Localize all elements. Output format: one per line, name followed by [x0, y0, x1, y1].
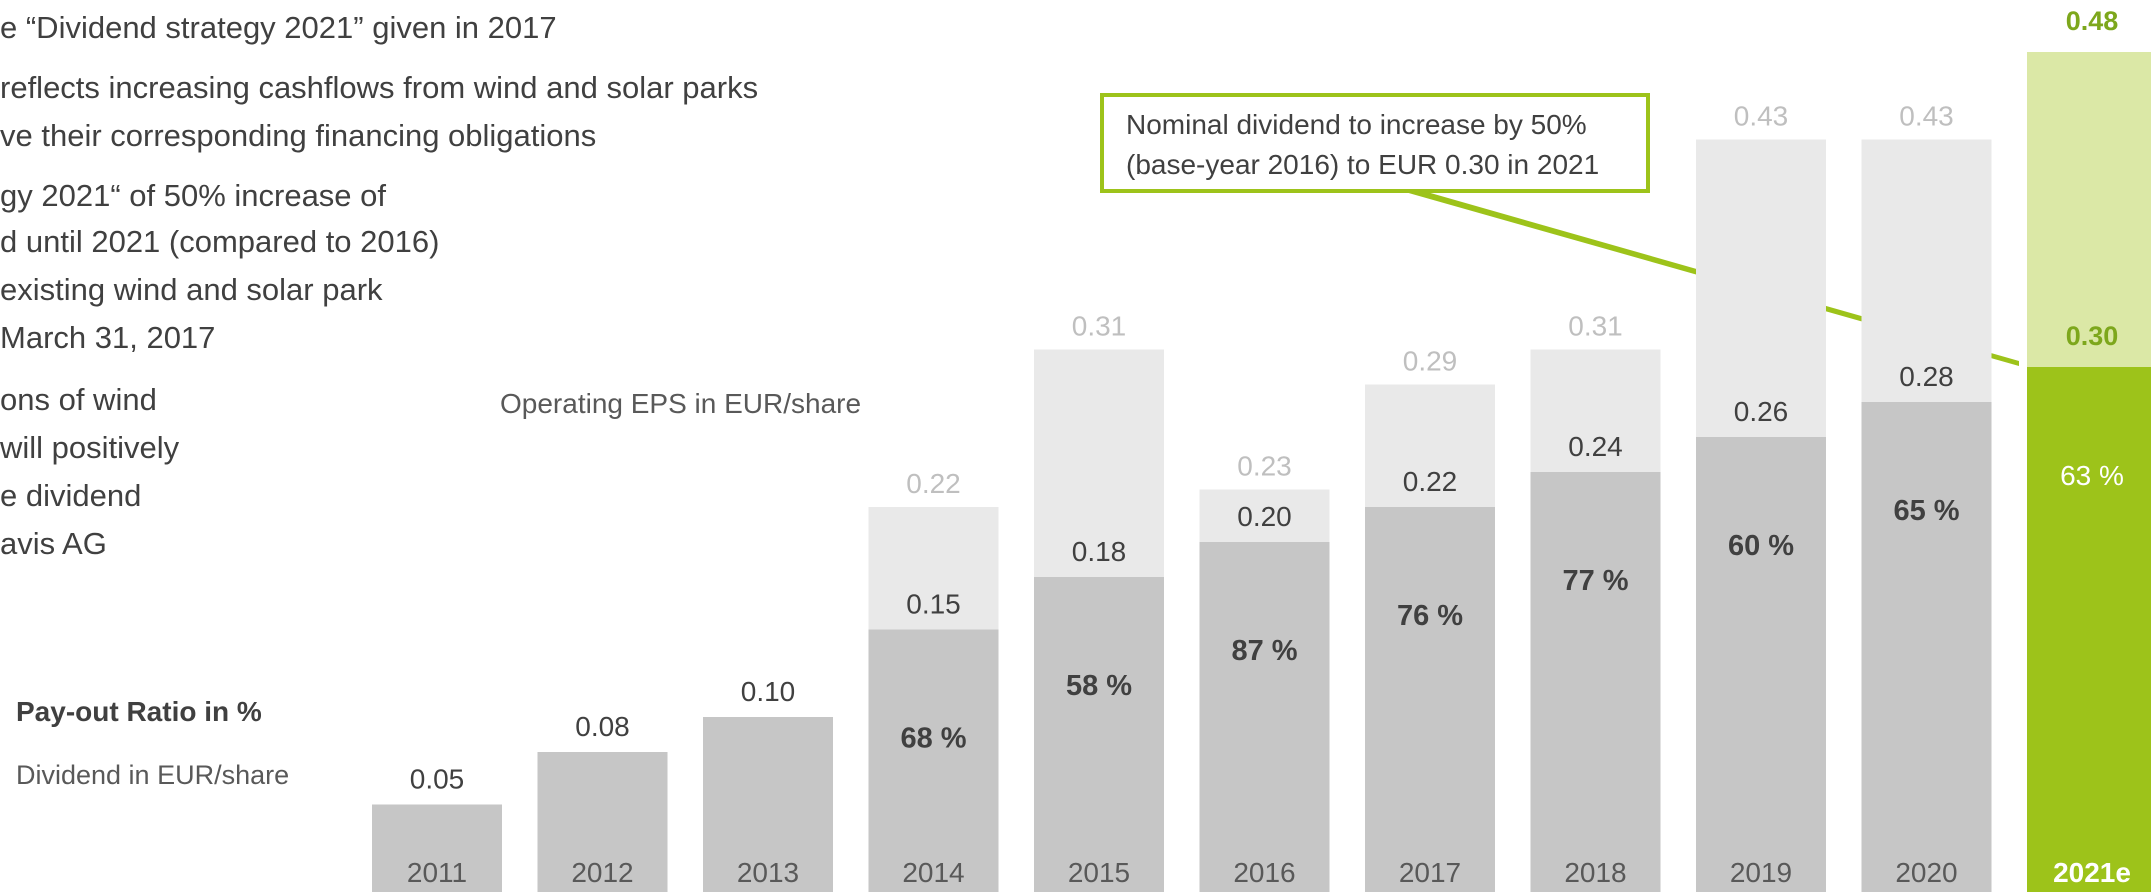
year-label-2015: 2015 — [1068, 857, 1130, 888]
dividend-label-2017: 0.22 — [1403, 466, 1458, 497]
eps-bar-2017 — [1365, 384, 1495, 507]
year-label-2020: 2020 — [1895, 857, 1957, 888]
dividend-label-2013: 0.10 — [741, 676, 796, 707]
dividend-label-2021e: 0.30 — [2066, 321, 2119, 351]
eps-label-2014: 0.22 — [906, 468, 961, 499]
bullet-line-6: existing wind and solar park — [0, 272, 383, 307]
dividend-bar-2018 — [1530, 472, 1661, 892]
dividend-target-callout: Nominal dividend to increase by 50% (bas… — [1100, 93, 1650, 193]
eps-bar-2016 — [1199, 489, 1330, 542]
dividend-label-2014: 0.15 — [906, 589, 961, 620]
bullet-line-5: d until 2021 (compared to 2016) — [0, 224, 440, 259]
eps-bar-2021e — [2027, 52, 2151, 367]
eps-label-2021e: 0.48 — [2066, 6, 2119, 36]
bullet-line-7: March 31, 2017 — [0, 320, 216, 355]
year-label-2012: 2012 — [571, 857, 633, 888]
year-label-2016: 2016 — [1233, 857, 1295, 888]
callout-line-1: Nominal dividend to increase by 50% — [1126, 109, 1587, 140]
eps-bar-2015 — [1034, 349, 1164, 577]
dividend-bar-2016 — [1199, 542, 1330, 892]
eps-label-2018: 0.31 — [1568, 311, 1623, 342]
payout-label-2021e: 63 % — [2060, 460, 2124, 491]
bullet-line-9: will positively — [0, 430, 180, 465]
dividend-label-2018: 0.24 — [1568, 431, 1623, 462]
eps-bar-2020 — [1861, 139, 1992, 402]
eps-label-2015: 0.31 — [1072, 311, 1127, 342]
payout-label-2015: 58 % — [1066, 670, 1132, 702]
dividend-label-2016: 0.20 — [1237, 501, 1292, 532]
eps-bar-2018 — [1530, 349, 1661, 472]
payout-ratio-legend: Pay-out Ratio in % — [16, 696, 262, 727]
bullet-line-2: reflects increasing cashflows from wind … — [0, 70, 759, 105]
bullet-line-4: gy 2021“ of 50% increase of — [0, 178, 387, 213]
bullet-line-10: e dividend — [0, 478, 142, 513]
dividend-legend: Dividend in EUR/share — [16, 760, 290, 790]
eps-label-2017: 0.29 — [1403, 346, 1458, 377]
year-label-2014: 2014 — [902, 857, 964, 888]
eps-label-2019: 0.43 — [1734, 101, 1789, 132]
dividend-label-2015: 0.18 — [1072, 536, 1127, 567]
bullet-line-3: ve their corresponding financing obligat… — [0, 118, 597, 153]
eps-label-2020: 0.43 — [1899, 101, 1954, 132]
year-label-2021e: 2021e — [2053, 857, 2131, 888]
eps-bar-2019 — [1696, 139, 1826, 437]
dividend-bar-2011 — [372, 804, 502, 892]
dividend-bar-2015 — [1034, 577, 1164, 892]
year-label-2019: 2019 — [1730, 857, 1792, 888]
year-label-2017: 2017 — [1399, 857, 1461, 888]
dividend-label-2011: 0.05 — [410, 764, 465, 795]
dividend-label-2012: 0.08 — [575, 711, 630, 742]
payout-label-2018: 77 % — [1562, 565, 1628, 597]
dividend-bar-2017 — [1365, 507, 1495, 892]
payout-label-2019: 60 % — [1728, 530, 1794, 562]
dividend-bar-2013 — [703, 717, 833, 892]
eps-bar-2014 — [868, 507, 999, 630]
year-label-2011: 2011 — [407, 857, 467, 888]
dividend-bar-2021e — [2027, 367, 2151, 892]
bullet-line-8: ons of wind — [0, 382, 157, 417]
year-label-2018: 2018 — [1564, 857, 1626, 888]
payout-label-2014: 68 % — [900, 723, 966, 755]
bullet-line-1: e “Dividend strategy 2021” given in 2017 — [0, 10, 557, 45]
dividend-label-2019: 0.26 — [1734, 396, 1789, 427]
eps-label-2016: 0.23 — [1237, 451, 1292, 482]
payout-label-2017: 76 % — [1397, 600, 1463, 632]
payout-label-2016: 87 % — [1231, 635, 1297, 667]
dividend-bar-2012 — [537, 752, 668, 892]
dividend-bar-2014 — [868, 629, 999, 892]
year-label-2013: 2013 — [737, 857, 799, 888]
callout-line-2: (base-year 2016) to EUR 0.30 in 2021 — [1126, 149, 1600, 180]
eps-legend: Operating EPS in EUR/share — [500, 388, 862, 419]
bullet-line-11: avis AG — [0, 526, 107, 561]
payout-label-2020: 65 % — [1893, 495, 1959, 527]
dividend-bar-2019 — [1696, 437, 1826, 892]
dividend-label-2020: 0.28 — [1899, 361, 1954, 392]
dividend-bar-2020 — [1861, 402, 1992, 892]
